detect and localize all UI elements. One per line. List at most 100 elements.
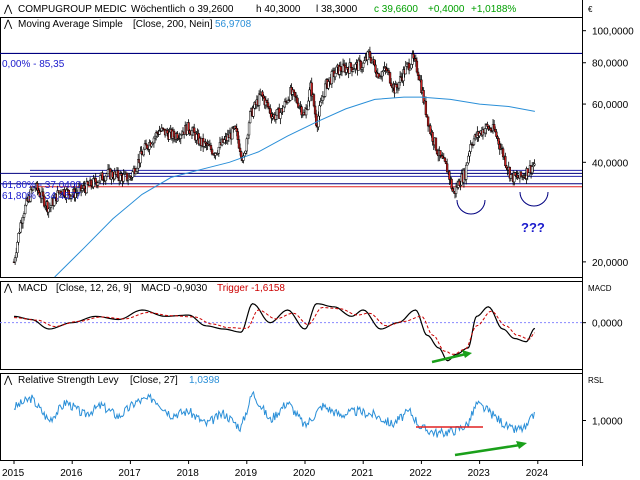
candle-body — [307, 100, 310, 110]
candle-body — [505, 165, 508, 169]
candle-body — [101, 172, 104, 181]
candle-body — [13, 257, 17, 263]
candle-body — [245, 138, 248, 152]
price-annotations — [456, 191, 549, 215]
rsl-grid: 1,0000 — [582, 417, 623, 428]
candle-body — [414, 58, 417, 62]
currency-label: € — [588, 5, 593, 14]
candle-body — [153, 135, 157, 139]
candle-body — [90, 179, 93, 187]
x-tick-label: 2020 — [293, 468, 316, 479]
candle-body — [405, 63, 409, 67]
macd-params: [Close, 12, 26, 9] — [56, 283, 132, 294]
candle-body — [106, 169, 110, 174]
macd-icon: ⋀ — [3, 283, 13, 294]
macd-annotations — [431, 350, 472, 364]
price-tick-label: 60,0000 — [592, 100, 629, 111]
candle-body — [209, 145, 213, 150]
candle-body — [274, 114, 278, 120]
candles — [12, 46, 536, 265]
candle-body — [217, 146, 220, 154]
x-tick-label: 2017 — [118, 468, 141, 479]
fib-label-top: 0,00% - 85,35 — [2, 59, 65, 70]
candle-body — [310, 82, 313, 97]
low-value: l 38,3000 — [316, 4, 358, 15]
candle-body — [246, 134, 250, 140]
candle-body — [282, 106, 285, 113]
macd-tag: MACD — [588, 284, 612, 293]
candle-body — [381, 71, 384, 77]
candle-body — [172, 130, 176, 138]
rsl-icon: ⋀ — [3, 375, 13, 386]
candle-body — [465, 164, 468, 180]
candle-body — [308, 89, 311, 102]
candle-body — [388, 72, 392, 84]
candle-body — [444, 161, 448, 165]
macd-title: MACD — [18, 283, 47, 294]
candle-body — [188, 130, 191, 134]
rsl-title: Relative Strength Levy — [18, 375, 119, 386]
rsl-arrow-head — [516, 441, 527, 449]
rsl-tag: RSL — [588, 376, 604, 385]
candle-body — [240, 151, 243, 158]
candle-body — [237, 139, 241, 149]
candle-body — [486, 124, 489, 127]
bottom-arc-2 — [519, 191, 549, 207]
candle-body — [96, 182, 100, 186]
panel-frame-1 — [0, 281, 583, 370]
candle-body — [296, 97, 299, 104]
candle-body — [236, 131, 239, 140]
candle-body — [247, 122, 251, 136]
candle-body — [83, 185, 86, 190]
candle-body — [318, 105, 321, 117]
candle-body — [190, 130, 194, 136]
candle-body — [142, 148, 145, 156]
candle-body — [484, 128, 487, 134]
candle-body — [252, 107, 255, 117]
candle-body — [431, 131, 434, 142]
question-marks: ??? — [521, 220, 545, 235]
candle-body — [249, 111, 252, 124]
candle-body — [49, 205, 53, 208]
candle-body — [300, 106, 303, 116]
candle-body — [187, 122, 190, 131]
candle-body — [448, 171, 451, 180]
candle-body — [435, 149, 439, 155]
x-tick-label: 2022 — [409, 468, 432, 479]
candle-body — [349, 62, 353, 68]
candle-body — [410, 64, 413, 69]
candle-body — [451, 188, 454, 192]
candle-body — [334, 73, 337, 78]
candle-body — [501, 148, 505, 158]
candle-body — [19, 222, 22, 233]
candle-body — [135, 167, 139, 172]
symbol-name: COMPUGROUP MEDIC — [18, 4, 127, 15]
rsl-header: ⋀ Relative Strength Levy [Close, 27] 1,0… — [3, 375, 604, 386]
candle-body — [104, 175, 107, 181]
candle-body — [152, 137, 156, 144]
candle-body — [343, 63, 346, 67]
candle-body — [478, 133, 481, 137]
candle-body — [374, 64, 377, 73]
candle-body — [312, 94, 316, 107]
candle-body — [531, 166, 534, 174]
candle-body — [266, 102, 270, 108]
period: Wöchentlich — [131, 4, 185, 15]
candle-body — [439, 150, 442, 156]
candle-body — [234, 125, 237, 129]
candle-body — [315, 113, 318, 126]
candle-body — [235, 128, 238, 132]
candle-body — [116, 170, 120, 179]
x-tick-label: 2024 — [526, 468, 549, 479]
panel-frames — [0, 0, 583, 466]
fib-label-a1: 61,80% - 37,0400 — [2, 180, 81, 191]
candle-body — [363, 60, 366, 64]
price-tick-label: 100,0000 — [592, 27, 634, 38]
macd-grid: 0,0000 — [0, 319, 623, 330]
candle-body — [416, 71, 420, 76]
x-tick-label: 2019 — [235, 468, 258, 479]
rsl-line — [13, 390, 535, 438]
rsl-tick-label: 1,0000 — [592, 417, 623, 428]
panel-frame-0 — [0, 17, 583, 278]
candle-body — [24, 204, 27, 214]
